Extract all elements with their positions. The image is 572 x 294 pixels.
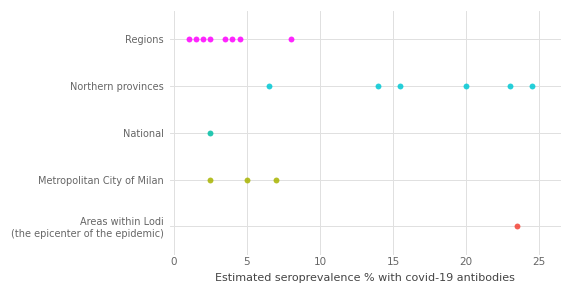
Point (191, 37, 200, 41)
X-axis label: Estimated seroprevalence % with covid-19 antibodies: Estimated seroprevalence % with covid-19… (215, 273, 515, 283)
Point (198, 37, 208, 41)
Point (462, 84, 471, 88)
Point (505, 84, 514, 88)
Point (235, 37, 244, 41)
Point (264, 84, 273, 88)
Point (206, 131, 215, 135)
Point (220, 37, 229, 41)
Point (513, 224, 522, 229)
Point (206, 37, 215, 41)
Point (243, 177, 252, 182)
Point (286, 37, 295, 41)
Point (527, 84, 537, 88)
Point (374, 84, 383, 88)
Point (184, 37, 193, 41)
Point (206, 177, 215, 182)
Point (228, 37, 237, 41)
Point (272, 177, 281, 182)
Point (396, 84, 405, 88)
